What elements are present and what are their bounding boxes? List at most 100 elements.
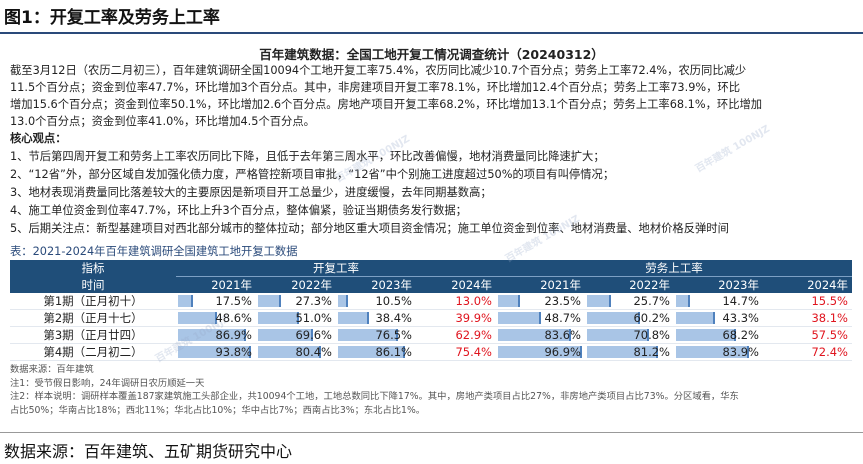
cell-value: 69.6% [295,328,332,342]
row-label: 第2期（正月十七） [43,311,143,325]
value-bar [498,295,520,307]
cell-value: 57.5% [811,328,848,342]
value-bar [178,346,252,358]
value-bar [587,329,650,341]
cell-value: 13.0% [455,294,492,308]
table-cell: 83.6% [496,327,585,344]
table-cell: 51.0% [256,310,336,327]
header-year: 2023年 [674,276,763,293]
value-bar [587,295,611,307]
core-point: 3、地材表现消费量同比落差较大的主要原因是新项目开工总量少，进度缓慢，去年同期基… [10,186,492,199]
row-label: 第3期（正月廿四） [43,328,143,342]
summary-line: 截至3月12日（农历二月初三），百年建筑调研全国10094个工地开复工率75.4… [10,64,747,77]
table-row: 第3期（正月廿四） 86.9% 69.6% 76.5% 62.9% 83.6% 70.8% 6… [10,327,852,344]
value-bar [587,312,641,324]
data-table-container: 指标 开复工率 劳务上工率 时间 2021年 2022年 2023年 2024年… [10,260,852,361]
value-bar [676,295,691,307]
cell-value: 60.2% [633,311,670,325]
table-cell: 76.5% [336,327,416,344]
table-cell: 69.6% [256,327,336,344]
value-bar [676,346,750,358]
cell-value: 75.4% [455,345,492,359]
cell-value: 48.6% [215,311,252,325]
cell-value: 39.9% [455,311,492,325]
cell-value: 27.3% [295,294,332,308]
table-cell: 27.3% [256,293,336,310]
note-line: 占比50%；华南占比18%；西北11%；华北占比10%；华中占比7%；西南占比3… [10,404,426,416]
table-cell: 62.9% [416,327,496,344]
note-line: 注1：受节假日影响，24年调研日农历顺延一天 [10,377,205,389]
cell-value: 93.8% [215,345,252,359]
core-point: 2、“12省”外，部分区域自发加强化债力度，严格管控新项目审批，“12省”中个别… [10,168,615,181]
table-notes: 数据来源：百年建筑 注1：受节假日影响，24年调研日农历顺延一天 注2：样本说明… [10,363,858,417]
header-year: 2022年 [256,276,336,293]
value-bar [258,329,313,341]
value-bar [338,312,370,324]
cell-value: 38.1% [811,311,848,325]
table-cell: 81.2% [585,344,674,361]
source-divider [0,432,863,433]
cell-value: 68.2% [722,328,759,342]
header-year: 2021年 [496,276,585,293]
cell-value: 76.5% [375,328,412,342]
table-cell: 13.0% [416,293,496,310]
cell-value: 86.1% [375,345,412,359]
table-cell: 96.9% [496,344,585,361]
data-table: 指标 开复工率 劳务上工率 时间 2021年 2022年 2023年 2024年… [10,260,852,361]
table-cell: 70.8% [585,327,674,344]
table-cell: 93.8% [176,344,256,361]
header-year: 2024年 [763,276,852,293]
note-line: 注2：样本说明：调研样本覆盖187家建筑施工头部企业，共10094个工地，工地总… [10,391,739,402]
value-bar [178,312,217,324]
core-points-heading: 核心观点： [10,132,67,145]
header-year: 2022年 [585,276,674,293]
header-group-labor-rate: 劳务上工率 [496,260,852,277]
table-cell: 86.1% [336,344,416,361]
table-cell: 17.5% [176,293,256,310]
header-time: 时间 [10,276,176,293]
value-bar [338,346,406,358]
table-cell: 25.7% [585,293,674,310]
table-cell: 48.7% [496,310,585,327]
core-point: 4、施工单位资金到位率47.7%，环比上升3个百分点，整体偏紧，验证当期债务发行… [10,204,467,217]
table-cell: 43.3% [674,310,763,327]
value-bar [178,295,194,307]
cell-value: 38.4% [375,311,412,325]
cell-value: 23.5% [544,294,581,308]
table-cell: 68.2% [674,327,763,344]
table-cell: 57.5% [763,327,852,344]
figure-title: 图1：开复工率及劳务上工率 [4,8,220,28]
value-bar [676,329,736,341]
data-source: 数据来源：百年建筑、五矿期货研究中心 [4,442,293,461]
cell-value: 43.3% [722,311,759,325]
title-divider [0,32,863,34]
table-cell: 39.9% [416,310,496,327]
value-bar [676,312,715,324]
cell-value: 83.9% [722,345,759,359]
value-bar [178,329,247,341]
value-bar [498,346,583,358]
row-label: 第1期（正月初十） [43,294,143,308]
cell-value: 86.9% [215,328,252,342]
value-bar [258,295,281,307]
value-bar [338,295,348,307]
cell-value: 81.2% [633,345,670,359]
cell-value: 25.7% [633,294,670,308]
value-bar [258,346,322,358]
table-cell: 10.5% [336,293,416,310]
header-group-opening-rate: 开复工率 [176,260,496,277]
cell-value: 48.7% [544,311,581,325]
cell-value: 15.5% [811,294,848,308]
table-cell: 14.7% [674,293,763,310]
table-cell: 75.4% [416,344,496,361]
cell-value: 62.9% [455,328,492,342]
header-year: 2024年 [416,276,496,293]
note-line: 数据来源：百年建筑 [10,364,94,375]
summary-line: 11.5个百分点；资金到位率47.7%，环比增加3个百分点。其中，非房建项目开复… [10,81,741,94]
cell-value: 14.7% [722,294,759,308]
value-bar [258,312,299,324]
table-cell: 48.6% [176,310,256,327]
table-cell: 80.4% [256,344,336,361]
table-caption: 表：2021-2024年百年建筑调研全国建筑工地开复工数据 [10,245,298,258]
table-cell: 38.1% [763,310,852,327]
